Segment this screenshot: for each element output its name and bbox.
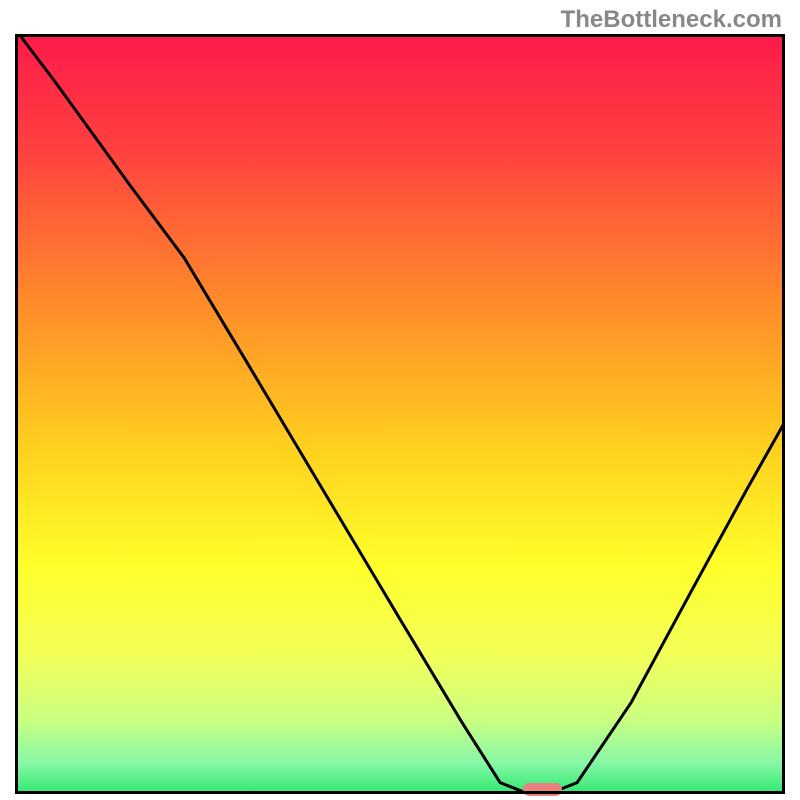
- chart-container: TheBottleneck.com: [0, 0, 800, 800]
- watermark-text: TheBottleneck.com: [561, 6, 782, 34]
- optimal-marker: [523, 783, 562, 795]
- bottleneck-curve: [15, 34, 785, 794]
- curve-line: [19, 34, 785, 792]
- plot-area: [15, 34, 785, 794]
